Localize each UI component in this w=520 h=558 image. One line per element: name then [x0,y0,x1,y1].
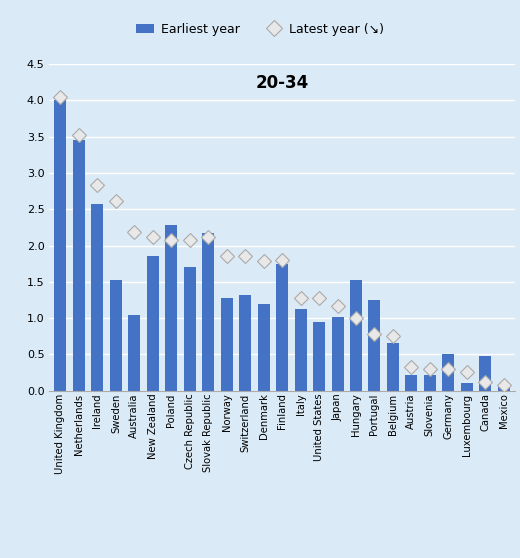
Bar [387,344,399,391]
Bar [92,204,103,391]
Bar [110,280,122,391]
Bar [443,354,454,391]
Bar [369,300,381,391]
Bar [73,141,85,391]
Bar [498,387,510,391]
Bar [424,374,436,391]
Bar [276,264,288,391]
Bar [165,225,177,391]
Bar [406,374,418,391]
Bar [294,309,307,391]
Bar [332,316,344,391]
Bar [461,383,473,391]
Bar [55,100,67,391]
Bar [220,299,232,391]
Bar [128,315,140,391]
Text: 20-34: 20-34 [255,74,309,92]
Bar [239,295,251,391]
Bar [184,267,196,391]
Legend: Earliest year, Latest year (↘): Earliest year, Latest year (↘) [136,23,384,36]
Bar [313,321,325,391]
Bar [350,280,362,391]
Bar [479,356,491,391]
Bar [147,257,159,391]
Bar [202,233,214,391]
Bar [257,304,270,391]
